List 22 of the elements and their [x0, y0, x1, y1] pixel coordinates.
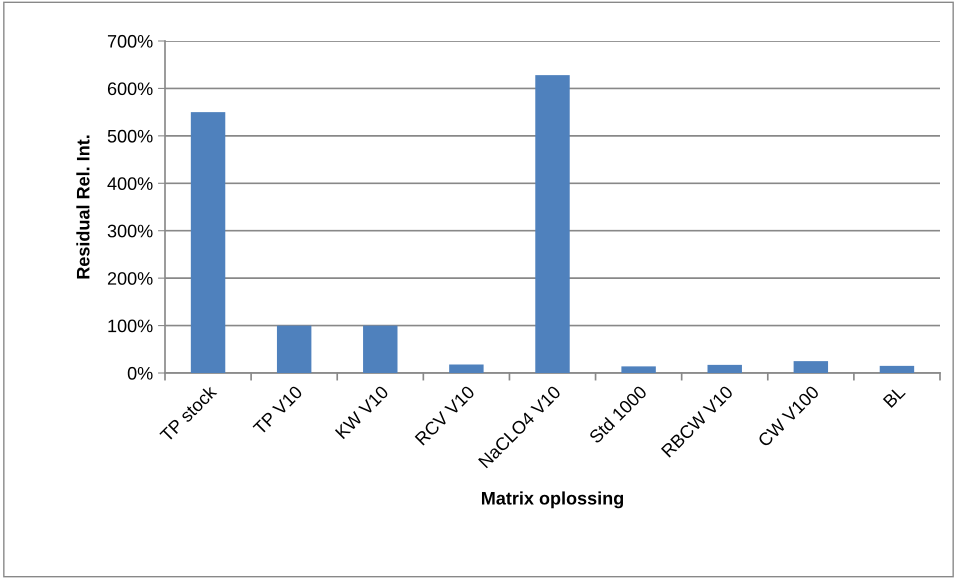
bar: [794, 361, 828, 373]
x-tick-label: TP V10: [252, 384, 304, 436]
bar: [276, 326, 312, 373]
y-tick-label: 700%: [108, 34, 153, 48]
y-tick-label: 600%: [108, 82, 153, 96]
y-tick-label: 200%: [108, 272, 153, 285]
bar: [190, 112, 226, 373]
bar: [708, 364, 742, 373]
bar: [449, 364, 484, 373]
x-axis-title: Matrix oplossing: [482, 491, 624, 508]
y-tick-label: 300%: [108, 224, 153, 238]
bar: [621, 366, 656, 373]
y-tick-label: 500%: [108, 130, 153, 143]
y-axis-title: Residual Rel. Int.: [76, 136, 90, 279]
bar: [880, 366, 914, 373]
y-tick-label: 100%: [108, 320, 153, 332]
x-tick-label: KW V10: [334, 384, 390, 440]
y-tick-label: 0%: [128, 366, 153, 380]
y-tick-label: 400%: [107, 177, 153, 190]
x-tick-label: BL: [882, 385, 906, 408]
bar: [535, 75, 570, 373]
bar: [363, 326, 398, 373]
